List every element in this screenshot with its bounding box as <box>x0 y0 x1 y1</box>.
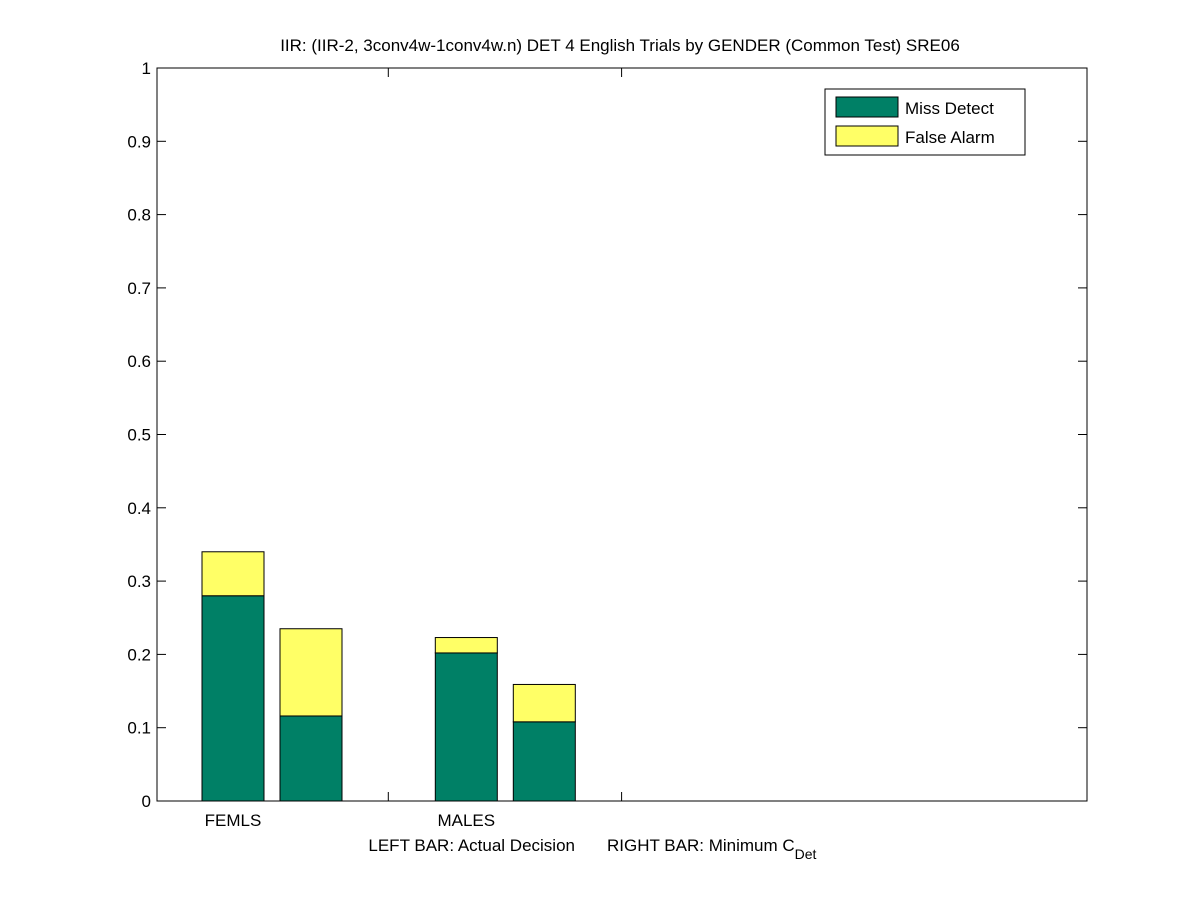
x-tick-label-males: MALES <box>437 811 495 830</box>
legend: Miss Detect False Alarm <box>824 88 1026 156</box>
y-tick-label: 0.2 <box>127 645 151 664</box>
bars-layer <box>201 551 576 802</box>
y-axis-tick-labels: 0 0.1 0.2 0.3 0.4 0.5 0.6 0.7 0.8 0.9 1 <box>127 59 151 811</box>
x-tick-label-femls: FEMLS <box>205 811 262 830</box>
bar-males-actual-miss-detect <box>434 652 498 802</box>
y-tick-label: 0.7 <box>127 279 151 298</box>
y-tick-label: 0.9 <box>127 132 151 151</box>
plot-frame <box>156 67 1088 802</box>
bar-males-actual-false-alarm <box>434 637 498 654</box>
legend-label-miss-detect: Miss Detect <box>905 99 994 118</box>
y-tick-label: 0.6 <box>127 352 151 371</box>
bar-femls-actual-false-alarm <box>201 551 265 597</box>
chart-title: IIR: (IIR-2, 3conv4w-1conv4w.n) DET 4 En… <box>280 36 960 55</box>
x-axis-tick-labels: FEMLS MALES <box>205 811 495 830</box>
y-tick-label: 0.4 <box>127 499 151 518</box>
legend-swatch-miss-detect <box>835 96 899 118</box>
y-tick-label: 0.3 <box>127 572 151 591</box>
bar-femls-actual-miss-detect <box>201 595 265 802</box>
legend-swatch-false-alarm <box>835 125 899 147</box>
legend-label-false-alarm: False Alarm <box>905 128 995 147</box>
bar-femls-minimum-miss-detect <box>279 715 343 802</box>
bar-femls-minimum-false-alarm <box>279 628 343 717</box>
x-axis-label-right: RIGHT BAR: Minimum CDet <box>607 836 817 862</box>
x-axis-label-left: LEFT BAR: Actual Decision <box>368 836 575 855</box>
bar-males-minimum-miss-detect <box>512 721 576 802</box>
y-tick-label: 0.1 <box>127 719 151 738</box>
y-tick-label: 0.8 <box>127 206 151 225</box>
y-tick-label: 1 <box>142 59 151 78</box>
x-axis-label-right-subscript: Det <box>795 846 817 862</box>
y-tick-label: 0 <box>142 792 151 811</box>
y-tick-label: 0.5 <box>127 426 151 445</box>
bar-males-minimum-false-alarm <box>512 683 576 723</box>
x-axis-label-right-main: RIGHT BAR: Minimum C <box>607 836 795 855</box>
